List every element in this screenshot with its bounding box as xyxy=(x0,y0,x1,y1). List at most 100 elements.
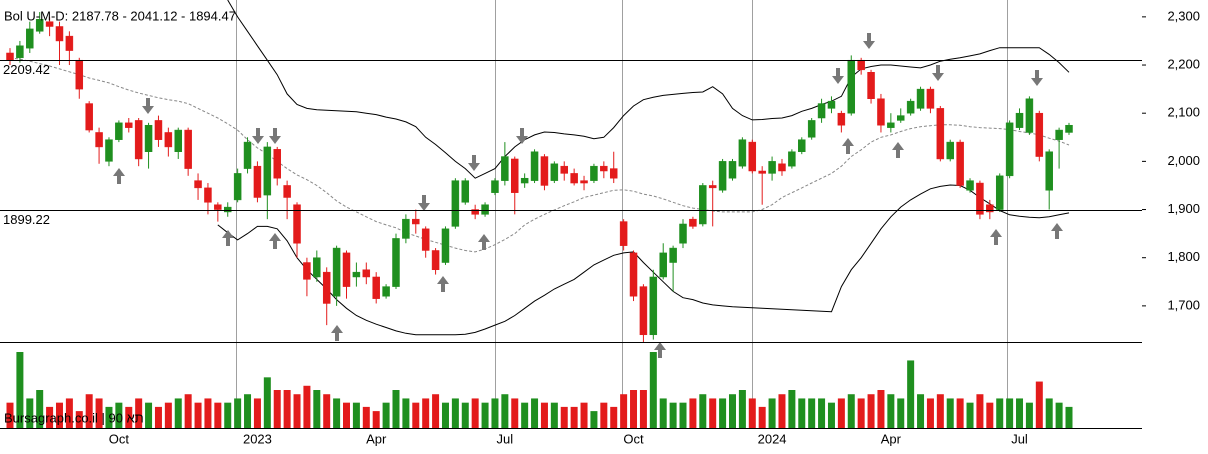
volume-bar xyxy=(728,394,736,428)
candle-body xyxy=(847,59,856,114)
volume-bar xyxy=(1055,402,1063,428)
candle-body xyxy=(896,115,905,121)
volume-bar xyxy=(501,394,509,428)
candle-body xyxy=(26,28,34,49)
buy-arrow xyxy=(478,234,490,250)
volume-bar xyxy=(402,398,410,428)
volume-bar xyxy=(224,402,232,428)
candle-body xyxy=(85,103,93,131)
candle-body xyxy=(649,276,658,336)
candle-body xyxy=(679,223,687,244)
candle-body xyxy=(550,163,559,181)
volume-bar xyxy=(639,390,647,428)
volume-bar xyxy=(798,398,806,428)
volume-bar xyxy=(125,406,133,428)
candle-body xyxy=(412,218,420,225)
volume-bar xyxy=(303,385,311,428)
volume-bar xyxy=(689,398,697,428)
volume-bar xyxy=(600,402,608,428)
candle-body xyxy=(243,141,252,169)
candle-body xyxy=(590,165,598,181)
candle-body xyxy=(758,170,766,174)
volume-bar xyxy=(808,398,816,428)
x-tick-label: Oct xyxy=(109,431,130,446)
candle-body xyxy=(827,100,836,109)
candle-body xyxy=(1035,112,1044,157)
buy-arrow xyxy=(842,138,854,154)
volume-bar xyxy=(46,406,54,428)
candle-body xyxy=(560,165,568,174)
volume-bar xyxy=(907,360,915,428)
candle-body xyxy=(65,35,74,51)
volume-bar xyxy=(679,402,687,428)
candle-body xyxy=(352,271,361,278)
volume-bar xyxy=(174,398,182,428)
volume-bar xyxy=(115,402,123,428)
volume-bar xyxy=(788,390,796,428)
candle-body xyxy=(867,72,875,99)
volume-bar xyxy=(164,402,172,428)
volume-bar xyxy=(471,398,479,428)
volume-bar xyxy=(540,402,548,428)
volume-bar xyxy=(283,390,291,428)
volume-bar xyxy=(719,398,727,428)
volume-bar xyxy=(26,398,34,428)
volume-bar xyxy=(778,394,786,428)
candle-body xyxy=(501,156,509,181)
candle-body xyxy=(372,276,380,299)
volume-bar xyxy=(966,402,974,428)
volume-bar xyxy=(986,402,994,428)
candle-body xyxy=(629,252,638,297)
candle-body xyxy=(392,238,400,287)
volume-bar xyxy=(738,390,746,428)
candle-body xyxy=(273,149,281,179)
volume-panel xyxy=(6,352,1073,428)
sell-arrow xyxy=(863,33,875,49)
candle-body xyxy=(75,59,84,90)
volume-bar xyxy=(273,390,281,428)
candle-body xyxy=(283,185,291,198)
volume-bar xyxy=(590,411,598,428)
candle-body xyxy=(313,257,321,278)
volume-bar xyxy=(194,402,202,428)
x-tick-label: 2024 xyxy=(758,431,787,446)
candle-body xyxy=(936,108,945,160)
candle-body xyxy=(986,204,994,213)
candle-body xyxy=(214,204,222,210)
volume-bar xyxy=(184,394,192,428)
volume-bar xyxy=(630,390,638,428)
volume-bar xyxy=(877,390,885,428)
y-tick-label: 1,800 xyxy=(1167,249,1200,264)
candle-body xyxy=(184,129,192,169)
volume-bar xyxy=(362,406,370,428)
volume-bar xyxy=(65,398,73,428)
volume-bar xyxy=(887,394,895,428)
level-label: 2209.42 xyxy=(3,62,50,77)
volume-bar xyxy=(936,394,944,428)
volume-bar xyxy=(659,398,667,428)
volume-bar xyxy=(1025,402,1033,428)
sell-arrow xyxy=(1031,70,1043,86)
volume-bar xyxy=(432,394,440,428)
bollinger-upper xyxy=(227,0,1070,179)
candle-body xyxy=(788,151,796,167)
volume-bar xyxy=(847,394,855,428)
volume-bar xyxy=(75,411,83,428)
volume-bar xyxy=(343,402,351,428)
volume-bar xyxy=(412,402,420,428)
volume-bar xyxy=(550,402,558,428)
candle-body xyxy=(322,271,331,304)
volume-bar xyxy=(1035,381,1043,428)
candle-body xyxy=(807,120,816,138)
candle-body xyxy=(223,206,232,213)
volume-bar xyxy=(531,398,539,428)
volume-bar xyxy=(827,402,835,428)
sell-arrow xyxy=(269,128,281,144)
volume-bar xyxy=(768,398,776,428)
volume-bar xyxy=(610,406,618,428)
candle-body xyxy=(728,161,737,179)
volume-bar xyxy=(897,398,905,428)
candle-body xyxy=(718,161,727,191)
volume-bar xyxy=(85,394,93,428)
